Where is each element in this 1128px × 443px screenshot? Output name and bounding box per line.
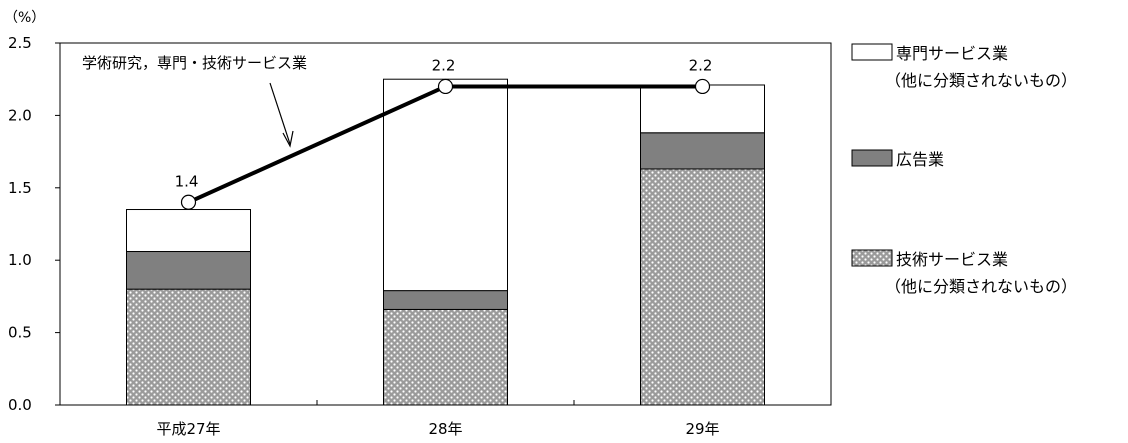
line-data-label: 1.4 — [175, 172, 199, 190]
bar-segment-professional-services — [126, 209, 251, 253]
y-tick-label: 0.0 — [8, 396, 32, 414]
legend-swatch-technical-services — [851, 249, 893, 267]
legend-label-technical-services-line2: （他に分類されないもの） — [885, 277, 1077, 296]
bar-segment-professional-services — [640, 84, 765, 134]
y-tick-label: 1.5 — [8, 179, 32, 197]
y-tick-label: 0.5 — [8, 324, 32, 342]
y-tick-label: 2.0 — [8, 106, 32, 124]
bar-segment-professional-services — [383, 78, 508, 292]
legend: 専門サービス業 （他に分類されないもの） 広告業 技術サービス業 （他に分類され… — [851, 43, 1077, 296]
legend-swatch-professional-services — [851, 43, 893, 61]
bar-segment-advertising — [640, 132, 765, 170]
line-point-marker — [437, 78, 454, 95]
y-tick-label: 1.0 — [8, 251, 32, 269]
legend-label-advertising: 広告業 — [896, 150, 944, 169]
x-axis: 平成27年 28年 29年 — [156, 400, 720, 438]
total-line-series: 1.4 2.2 2.2 — [175, 56, 713, 210]
line-data-label: 2.2 — [689, 56, 713, 74]
legend-item-professional-services: 専門サービス業 （他に分類されないもの） — [851, 43, 1077, 90]
line-data-label: 2.2 — [432, 56, 456, 74]
line-annotation-label: 学術研究，専門・技術サービス業 — [82, 54, 307, 72]
legend-item-advertising: 広告業 — [851, 149, 944, 169]
bar-segment-technical-services — [126, 288, 251, 406]
y-unit-label: （%） — [4, 10, 45, 26]
legend-label-technical-services-line1: 技術サービス業 — [896, 250, 1008, 269]
legend-label-professional-services-line1: 専門サービス業 — [896, 44, 1008, 63]
legend-label-professional-services-line2: （他に分類されないもの） — [885, 71, 1077, 90]
x-category-label: 28年 — [428, 420, 462, 438]
x-category-label: 29年 — [685, 420, 719, 438]
bar-segment-technical-services — [640, 168, 765, 406]
legend-swatch-advertising — [851, 149, 893, 167]
x-category-label: 平成27年 — [156, 420, 220, 438]
bar-segment-technical-services — [383, 308, 508, 406]
bar-segment-advertising — [126, 251, 251, 290]
annotation-arrow — [269, 82, 294, 148]
line-point-marker — [180, 194, 197, 210]
y-axis: 0.0 0.5 1.0 1.5 2.0 2.5 — [8, 34, 60, 414]
bar-segment-advertising — [383, 290, 508, 310]
line-point-marker — [694, 78, 711, 95]
legend-item-technical-services: 技術サービス業 （他に分類されないもの） — [851, 249, 1077, 296]
y-tick-label: 2.5 — [8, 34, 32, 52]
bar-stacks — [126, 78, 765, 406]
